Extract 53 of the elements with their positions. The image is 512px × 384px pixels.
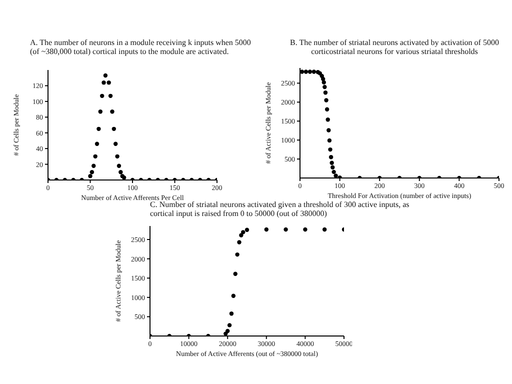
point <box>88 174 92 178</box>
point <box>327 138 332 143</box>
point <box>93 154 98 159</box>
point <box>90 170 94 174</box>
point <box>244 228 250 232</box>
point <box>308 70 312 74</box>
point <box>334 174 338 178</box>
point <box>96 126 101 132</box>
point <box>110 110 114 114</box>
point <box>235 252 240 257</box>
point <box>241 230 246 234</box>
point <box>227 323 232 328</box>
point <box>102 80 106 85</box>
point <box>113 142 118 146</box>
point <box>112 126 116 132</box>
point <box>231 294 236 298</box>
chart-title: A. The number of neurons in a module receiving k inputs when 5000 (of ~380,000 total) cortical inputs to the module are activated. <box>30 38 252 56</box>
point <box>322 227 327 232</box>
point <box>322 84 327 90</box>
point <box>326 117 330 122</box>
point <box>116 164 122 168</box>
point <box>100 94 104 98</box>
point <box>115 154 120 159</box>
point <box>330 165 335 170</box>
point <box>312 70 316 74</box>
chart-title: B. The number of striatal neurons activated by activation of 5000 corticostriatal neurons for various striatal thresholds <box>289 38 500 56</box>
point <box>326 128 331 132</box>
point <box>324 107 330 112</box>
point <box>94 142 100 146</box>
point <box>92 164 96 168</box>
point <box>233 272 238 276</box>
point <box>303 227 308 232</box>
point <box>237 240 242 244</box>
point <box>264 227 269 232</box>
point <box>229 312 234 316</box>
point <box>106 80 111 85</box>
chart-title: C. Number of striatal neurons activated given a threshold of 300 active inputs, as cortical input is raised from 0 to 50000 (out of 380000) <box>150 200 410 218</box>
point <box>98 110 102 114</box>
point <box>328 147 332 152</box>
point <box>118 170 123 174</box>
point <box>239 233 244 238</box>
point <box>108 94 113 98</box>
point <box>300 70 304 74</box>
point <box>324 98 328 102</box>
point <box>332 170 336 174</box>
point <box>328 155 334 160</box>
point <box>284 227 288 232</box>
point <box>322 80 326 85</box>
point <box>323 90 328 95</box>
point <box>304 70 308 74</box>
point <box>103 73 108 78</box>
point <box>330 160 334 165</box>
point <box>225 328 230 334</box>
